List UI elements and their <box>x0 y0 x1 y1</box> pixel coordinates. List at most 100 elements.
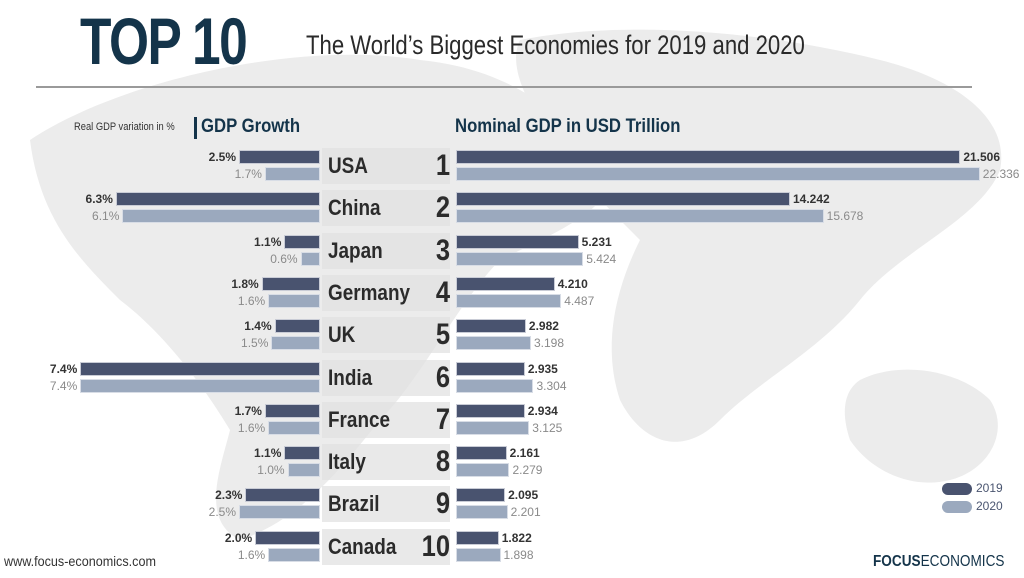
gdp-value-label-2019: 2.982 <box>528 319 559 334</box>
gdp-value-label-2019: 21.506 <box>963 150 1001 164</box>
gdp-bar-2020 <box>456 505 508 520</box>
country-name: USA <box>328 153 368 178</box>
gdp-bar-2019 <box>456 446 507 461</box>
top10-badge: TOP 10 <box>80 4 248 78</box>
rank-number: 2 <box>435 191 450 225</box>
growth-bar-2019 <box>255 530 320 545</box>
growth-bar-2020 <box>268 547 320 562</box>
title-divider <box>36 86 972 88</box>
growth-value-label-2020: 7.4% <box>49 378 78 393</box>
gdp-chart-title: Nominal GDP in USD Trillion <box>455 116 681 137</box>
growth-bar-2020 <box>271 336 320 351</box>
country-label-background <box>322 444 450 481</box>
growth-bar-2019 <box>245 488 320 503</box>
growth-bar-2020 <box>268 420 320 435</box>
country-label-background <box>322 401 450 438</box>
gdp-bar-2020 <box>456 420 530 435</box>
source-url[interactable]: www.focus-economics.com <box>4 553 156 569</box>
gdp-bar-2020 <box>456 293 562 308</box>
gdp-value-label-2020: 3.198 <box>533 336 565 351</box>
growth-bar-2020 <box>239 505 320 520</box>
country-label-background <box>322 359 450 396</box>
gdp-value-label-2020: 15.678 <box>826 209 864 224</box>
growth-value-label-2020: 1.6% <box>237 420 266 435</box>
gdp-value-label-2019: 2.095 <box>508 488 539 503</box>
gdp-bar-2019 <box>456 403 525 418</box>
country-label-background <box>322 232 450 269</box>
country-label-background <box>322 190 450 227</box>
growth-value-label-2020: 2.5% <box>208 505 236 520</box>
growth-value-label-2020: 1.7% <box>234 167 262 181</box>
gdp-bar-2019 <box>456 192 790 207</box>
growth-value-label-2019: 6.3% <box>85 192 113 207</box>
growth-value-label-2019: 2.5% <box>208 150 236 164</box>
country-name: UK <box>328 322 356 348</box>
country-name: Brazil <box>328 491 380 517</box>
legend-swatch-2020 <box>942 501 972 513</box>
gdp-bar-2019 <box>456 276 555 291</box>
growth-bar-2020 <box>122 209 320 224</box>
rank-number: 3 <box>435 233 450 267</box>
focus-economics-logo: FOCUSECONOMICS <box>873 553 1004 571</box>
growth-value-label-2020: 1.6% <box>237 293 266 308</box>
rank-number: 7 <box>435 402 450 436</box>
rank-number: 6 <box>435 360 450 394</box>
country-label-background <box>322 148 450 184</box>
gdp-value-label-2020: 5.424 <box>586 251 617 266</box>
growth-value-label-2019: 1.4% <box>244 319 272 334</box>
growth-bar-2019 <box>274 319 320 334</box>
gdp-value-label-2020: 2.279 <box>512 463 543 478</box>
gdp-bar-2020 <box>456 547 501 562</box>
country-label-background <box>322 486 450 523</box>
growth-value-label-2019: 1.7% <box>234 403 262 418</box>
growth-value-label-2020: 6.1% <box>92 209 120 224</box>
gdp-bar-2020 <box>456 209 824 224</box>
growth-bar-2020 <box>300 251 320 266</box>
gdp-value-label-2019: 4.210 <box>557 276 588 291</box>
gdp-bar-2020 <box>456 167 980 181</box>
gdp-bar-2020 <box>456 251 584 266</box>
page-subtitle: The World’s Biggest Economies for 2019 a… <box>306 30 805 60</box>
rank-number: 4 <box>435 275 450 309</box>
country-name: China <box>328 195 381 221</box>
growth-bar-2020 <box>264 167 320 181</box>
gdp-value-label-2020: 4.487 <box>564 293 595 308</box>
country-label-background <box>322 274 450 311</box>
gdp-value-label-2020: 22.336 <box>982 167 1020 181</box>
gdp-bar-2019 <box>456 234 579 249</box>
growth-bar-2020 <box>268 293 320 308</box>
gdp-value-label-2019: 2.935 <box>527 361 558 376</box>
growth-value-label-2019: 1.8% <box>231 276 259 291</box>
growth-value-label-2019: 2.3% <box>215 488 243 503</box>
country-label-background <box>322 528 450 565</box>
gdp-bar-2019 <box>456 488 506 503</box>
growth-value-label-2019: 1.1% <box>254 234 282 249</box>
country-name: Canada <box>328 533 397 559</box>
gdp-value-label-2019: 5.231 <box>581 234 612 249</box>
gdp-bar-2019 <box>456 319 526 334</box>
growth-chart-subtitle: Real GDP variation in % <box>74 121 175 133</box>
growth-bar-2019 <box>80 361 320 376</box>
country-name: Germany <box>328 279 411 305</box>
gdp-value-label-2020: 3.125 <box>532 420 563 435</box>
growth-value-label-2020: 0.6% <box>270 251 298 266</box>
gdp-value-label-2020: 2.201 <box>510 505 541 520</box>
gdp-bar-2019 <box>456 361 525 376</box>
gdp-bar-2019 <box>456 530 499 545</box>
rank-number: 8 <box>435 445 450 479</box>
gdp-value-label-2020: 3.304 <box>536 378 567 393</box>
logo-bold-text: FOCUS <box>873 553 921 570</box>
growth-bar-2020 <box>287 463 320 478</box>
gdp-bar-2019 <box>456 150 961 164</box>
gdp-bar-2020 <box>456 378 534 393</box>
growth-value-label-2020: 1.0% <box>257 463 285 478</box>
growth-bar-2019 <box>284 446 320 461</box>
country-label-background <box>322 317 450 354</box>
gdp-value-label-2019: 2.934 <box>527 403 558 418</box>
gdp-bar-2020 <box>456 336 531 351</box>
country-name: India <box>328 364 373 390</box>
gdp-value-label-2019: 2.161 <box>509 446 540 461</box>
growth-bar-2019 <box>284 234 320 249</box>
rank-number: 10 <box>421 529 450 563</box>
